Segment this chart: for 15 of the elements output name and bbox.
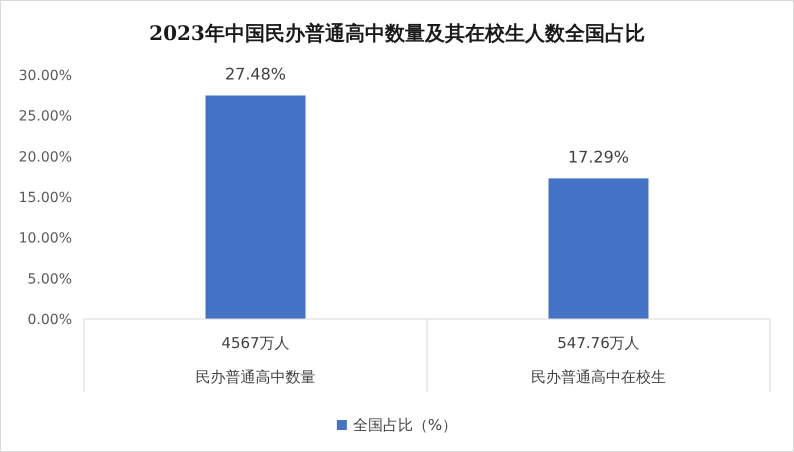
y-tick-label: 10.00% (18, 230, 72, 247)
x-tick-label: 民办普通高中在校生 (531, 368, 666, 386)
legend-label: 全国占比（%） (352, 416, 458, 434)
y-tick-label: 30.00% (18, 68, 72, 84)
y-tick-label: 15.00% (18, 190, 72, 206)
y-tick-label: 5.00% (28, 271, 72, 288)
text: 4567万人 (221, 334, 290, 352)
text: 547.76万人 (557, 334, 640, 352)
y-tick-label: 20.00% (18, 149, 72, 166)
x-tick-label: 民办普通高中数量 (196, 368, 316, 386)
y-tick-label: 25.00% (18, 108, 72, 125)
chart-title: 2023年中国民办普通高中数量及其在校生人数全国占比 (149, 21, 645, 45)
y-tick-label: 0.00% (28, 312, 72, 328)
data-label: 27.48% (224, 64, 286, 84)
data-label: 17.29% (568, 147, 630, 166)
